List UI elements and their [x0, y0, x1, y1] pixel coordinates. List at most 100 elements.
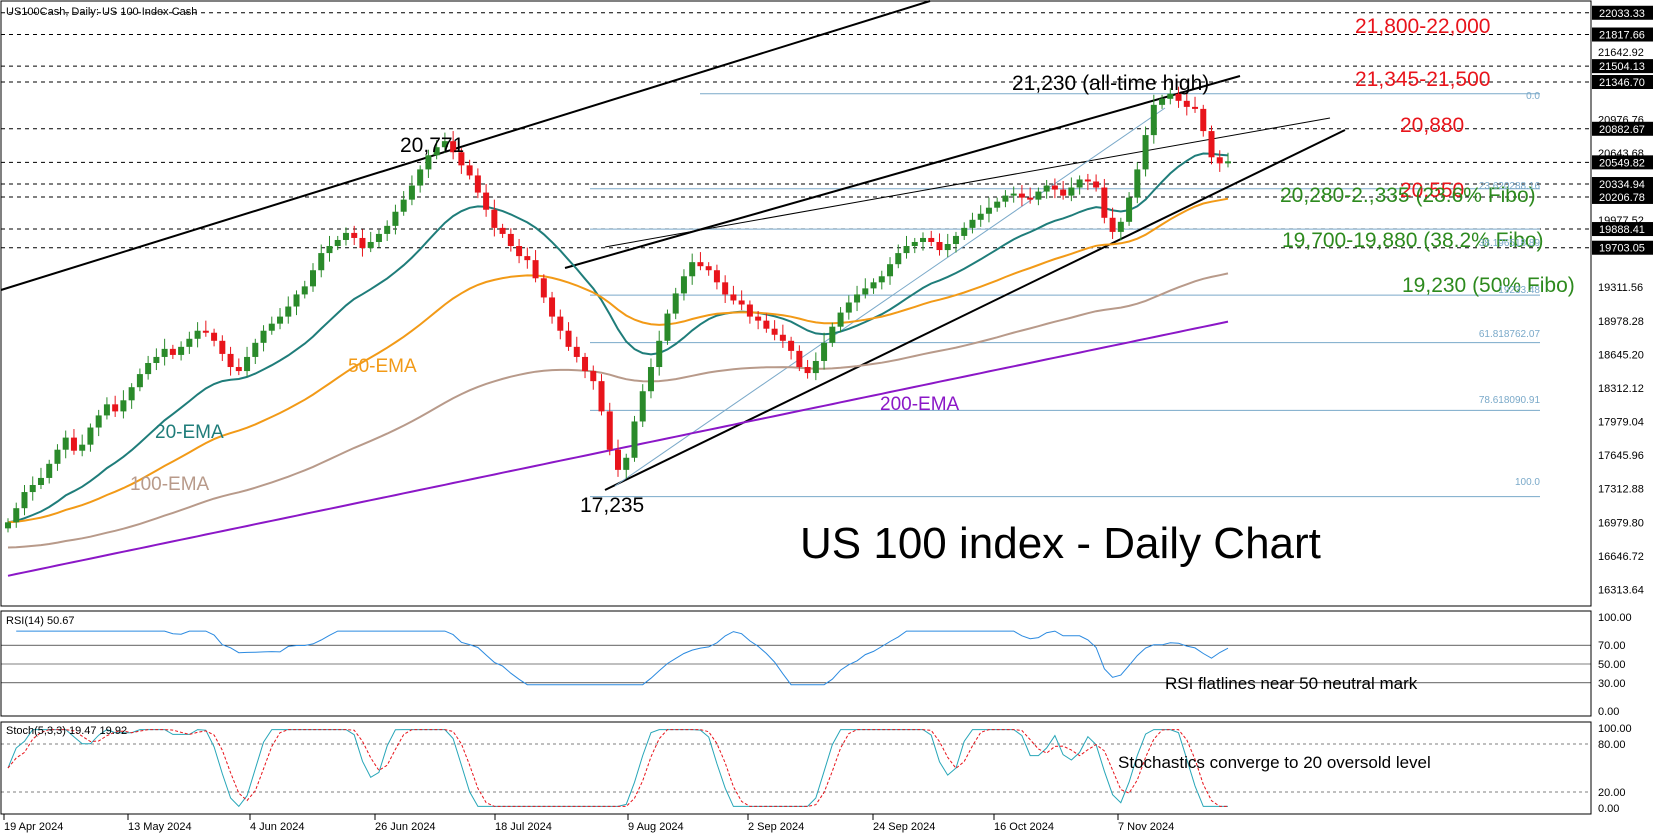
candle-body — [458, 152, 465, 166]
candle-body — [920, 237, 926, 242]
candle-body — [672, 293, 679, 314]
candle-body — [293, 294, 300, 307]
candle-body — [392, 211, 399, 226]
x-tick-label: 7 Nov 2024 — [1118, 821, 1174, 833]
fib-diagonal — [614, 107, 1166, 487]
candle-body — [244, 356, 251, 372]
candle-body — [845, 302, 852, 313]
rsi-line — [16, 630, 1229, 686]
candle-body — [1142, 135, 1149, 170]
candle-body — [1159, 98, 1166, 105]
stoch-tick-label: 20.00 — [1598, 787, 1626, 799]
y-tick-label: 18978.28 — [1598, 316, 1644, 328]
y-tick-label: 21346.70 — [1599, 77, 1645, 89]
fib-618-label: 61.818762.07 — [1479, 329, 1541, 340]
candle-body — [161, 348, 168, 357]
candle-body — [120, 400, 127, 412]
candle-body — [1010, 193, 1017, 196]
candle-body — [1200, 108, 1207, 132]
candle-body — [145, 362, 152, 375]
stoch-tick-label: 0.00 — [1598, 803, 1619, 815]
candle-body — [804, 367, 811, 374]
candle-body — [441, 141, 448, 148]
symbol-header: US100Cash, Daily: US 100 Index Cash — [6, 6, 197, 18]
candle-body — [895, 253, 902, 265]
candle-body — [79, 444, 86, 451]
x-tick-label: 24 Sep 2024 — [873, 821, 935, 833]
upper-channel-line — [0, 0, 931, 291]
candle-body — [969, 219, 976, 228]
candle-body — [532, 260, 539, 279]
candle-body — [590, 371, 597, 382]
candle-body — [1101, 187, 1108, 218]
candle-body — [260, 330, 267, 343]
candle-body — [1134, 169, 1141, 198]
candle-body — [408, 185, 415, 200]
stoch-tick-label: 80.00 — [1598, 739, 1626, 751]
x-tick-label: 18 Jul 2024 — [495, 821, 552, 833]
rsi-tick-label: 70.00 — [1598, 640, 1626, 652]
candle-body — [713, 270, 720, 283]
candle-body — [788, 340, 795, 351]
x-tick-label: 2 Sep 2024 — [748, 821, 804, 833]
candle-body — [310, 270, 316, 287]
all-time-high-label: 21,230 (all-time high) — [1012, 72, 1209, 95]
candle-body — [870, 282, 877, 289]
candle-body — [202, 330, 209, 333]
candle-body — [334, 239, 341, 247]
candle-body — [507, 233, 514, 247]
candle-body — [285, 306, 292, 317]
candle-body — [928, 237, 935, 242]
candle-body — [1035, 191, 1042, 200]
candle-body — [524, 256, 531, 261]
y-tick-label: 17979.04 — [1598, 417, 1644, 429]
stoch-note: Stochastics converge to 20 oversold leve… — [1118, 753, 1431, 772]
ema20-label: 20-EMA — [155, 422, 224, 443]
y-tick-label: 17312.88 — [1598, 484, 1644, 496]
candle-body — [1109, 217, 1116, 232]
stoch-panel — [0, 721, 1592, 815]
candle-body — [549, 297, 556, 317]
candle-body — [450, 141, 457, 153]
candle-body — [771, 328, 778, 335]
rsi-note: RSI flatlines near 50 neutral mark — [1165, 674, 1418, 693]
stoch-tick-label: 100.00 — [1598, 723, 1632, 735]
candle-body — [903, 246, 910, 254]
candle-body — [598, 381, 605, 412]
level-tag — [1592, 240, 1653, 255]
rsi-panel — [0, 610, 1592, 717]
rsi-label: RSI(14) 50.67 — [6, 615, 74, 627]
candle-body — [985, 207, 992, 214]
candle-body — [854, 294, 861, 303]
candle-body — [351, 232, 358, 238]
candle-body — [631, 421, 638, 458]
candle-body — [37, 477, 44, 485]
candle-body — [1225, 161, 1231, 164]
candle-body — [1027, 197, 1034, 200]
candle-body — [62, 437, 69, 450]
candle-body — [491, 209, 498, 228]
candle-body — [516, 246, 523, 257]
rsi-tick-label: 50.00 — [1598, 659, 1626, 671]
candle-body — [862, 288, 869, 295]
candle-body — [1018, 193, 1025, 198]
level-tag — [1592, 222, 1653, 237]
candle-body — [235, 367, 242, 372]
ema50-label: 50-EMA — [348, 356, 417, 377]
stoch-label: Stoch(5,3,3) 19.47 19.92 — [6, 725, 127, 737]
fib-100-label: 100.0 — [1515, 477, 1540, 488]
y-tick-label: 16646.72 — [1598, 551, 1644, 563]
candle-body — [169, 348, 176, 355]
candle-body — [277, 316, 284, 324]
rsi-tick-label: 0.00 — [1598, 706, 1619, 718]
candle-body — [606, 411, 613, 450]
candle-body — [1084, 179, 1091, 182]
candle-body — [1068, 187, 1075, 196]
candle-body — [639, 391, 646, 422]
candle-body — [656, 340, 663, 368]
y-tick-label: 21504.13 — [1599, 61, 1645, 73]
candle-body — [647, 367, 654, 392]
candle-body — [763, 320, 770, 329]
candle-body — [565, 330, 572, 347]
